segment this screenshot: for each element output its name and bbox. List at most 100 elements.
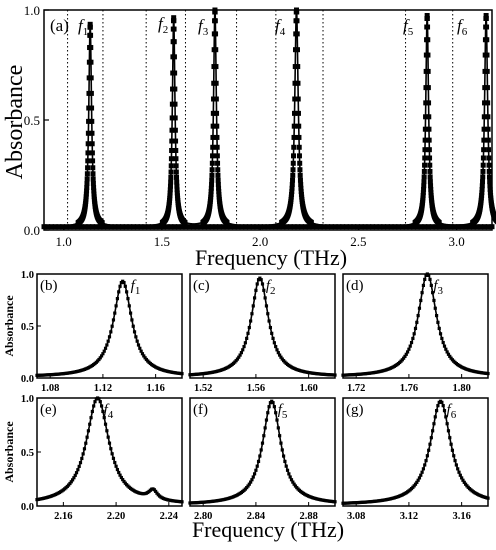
data-point-marker [52, 224, 58, 230]
data-point-marker [407, 224, 413, 230]
data-point-marker [209, 224, 215, 230]
data-point-marker [295, 80, 301, 86]
data-point-marker [483, 13, 489, 18]
data-point-marker [416, 478, 420, 482]
x-tick-label: 1.56 [247, 383, 265, 394]
data-point-marker [290, 172, 296, 178]
data-point-marker [168, 174, 174, 180]
data-point-marker [485, 137, 491, 143]
data-point-marker [412, 332, 416, 336]
data-point-marker [214, 110, 220, 116]
data-point-marker [428, 277, 432, 282]
x-tick-label: 2.24 [160, 511, 179, 522]
data-point-marker [179, 224, 185, 230]
data-point-marker [167, 190, 173, 196]
data-point-marker [136, 343, 141, 347]
data-point-marker [88, 422, 92, 426]
data-point-marker [92, 404, 96, 408]
data-point-marker [98, 356, 102, 360]
data-point-marker [291, 153, 297, 159]
x-tick-label: 3.16 [452, 511, 470, 522]
data-point-marker [135, 339, 139, 343]
data-point-marker [265, 224, 271, 230]
data-point-marker [295, 224, 301, 230]
data-point-marker [173, 138, 179, 144]
data-point-marker [459, 224, 465, 230]
data-point-marker [121, 478, 125, 482]
data-point-marker [480, 174, 486, 180]
data-point-marker [89, 130, 95, 136]
data-point-marker [81, 452, 85, 456]
data-point-marker [250, 312, 254, 316]
data-point-marker [183, 224, 189, 230]
data-point-marker [122, 280, 126, 285]
data-point-marker [84, 171, 90, 177]
data-point-marker [422, 155, 428, 161]
data-point-marker [118, 284, 122, 288]
data-point-marker [436, 320, 440, 324]
data-point-marker [209, 160, 215, 166]
data-point-marker [425, 24, 431, 30]
data-point-marker [72, 476, 76, 480]
data-point-marker [152, 488, 156, 492]
data-point-marker [119, 224, 125, 230]
data-point-marker [423, 277, 427, 282]
data-point-marker [296, 123, 302, 129]
data-point-marker [485, 100, 491, 106]
data-point-marker [402, 356, 406, 360]
x-tick-label: 2.5 [350, 234, 366, 249]
data-point-marker [421, 179, 427, 185]
data-point-marker [114, 464, 118, 468]
data-point-marker [290, 160, 296, 166]
data-point-marker [90, 176, 96, 182]
data-point-marker [328, 224, 334, 230]
y-tick-label: 1.0 [21, 394, 34, 405]
panel-c: 1.52 1.56 1.60 (c) f2 [188, 273, 337, 394]
data-point-marker [284, 464, 288, 468]
x-tick-label: 3.0 [449, 234, 465, 249]
data-point-marker [214, 144, 220, 150]
data-point-marker [484, 37, 490, 43]
data-point-marker [171, 54, 177, 60]
data-point-marker [291, 224, 297, 230]
data-point-marker [456, 467, 460, 471]
data-point-marker [90, 224, 96, 230]
data-point-marker [168, 163, 174, 169]
data-point-marker [128, 311, 133, 315]
data-point-marker [407, 347, 411, 351]
data-point-marker [76, 468, 80, 472]
data-point-marker [111, 318, 116, 322]
panel-frame [342, 273, 489, 379]
data-point-marker [210, 144, 216, 150]
data-point-marker [481, 147, 487, 153]
x-tick-label: 2.0 [252, 234, 268, 249]
data-point-marker [174, 183, 180, 189]
data-point-marker [127, 304, 131, 308]
data-point-marker [428, 186, 434, 192]
data-point-marker [142, 224, 148, 230]
data-point-marker [291, 480, 295, 484]
peak-label-f4: f4 [275, 16, 286, 38]
data-point-marker [429, 436, 433, 440]
data-point-marker [452, 454, 456, 458]
data-point-marker [174, 174, 180, 180]
peak-label-f2: f2 [266, 278, 276, 297]
data-point-marker [463, 482, 468, 486]
x-tick-label: 1.76 [400, 383, 418, 394]
data-point-marker [478, 195, 484, 201]
data-point-marker [272, 405, 276, 409]
data-point-marker [404, 352, 408, 356]
data-point-marker [209, 182, 215, 188]
data-point-marker [250, 224, 256, 230]
data-point-marker [267, 319, 271, 323]
data-point-marker [358, 224, 364, 230]
data-point-marker [487, 186, 493, 192]
data-point-marker [216, 191, 222, 197]
data-point-marker [171, 26, 177, 32]
data-point-marker [416, 314, 420, 318]
data-point-marker [292, 96, 298, 102]
data-point-marker [272, 341, 276, 345]
data-point-marker [457, 470, 461, 474]
data-point-marker [426, 126, 432, 132]
y-tick-label: 1.0 [21, 270, 34, 281]
